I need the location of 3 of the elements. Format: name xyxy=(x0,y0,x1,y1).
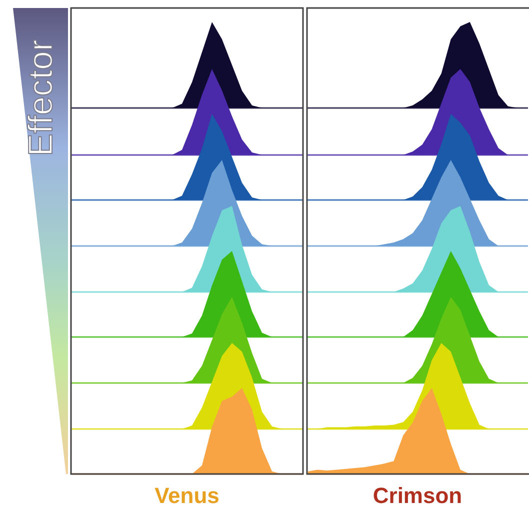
x-axis-title: Venus xyxy=(154,483,220,508)
text: Effector xyxy=(22,40,60,156)
x-axis-title: Crimson xyxy=(372,483,462,508)
